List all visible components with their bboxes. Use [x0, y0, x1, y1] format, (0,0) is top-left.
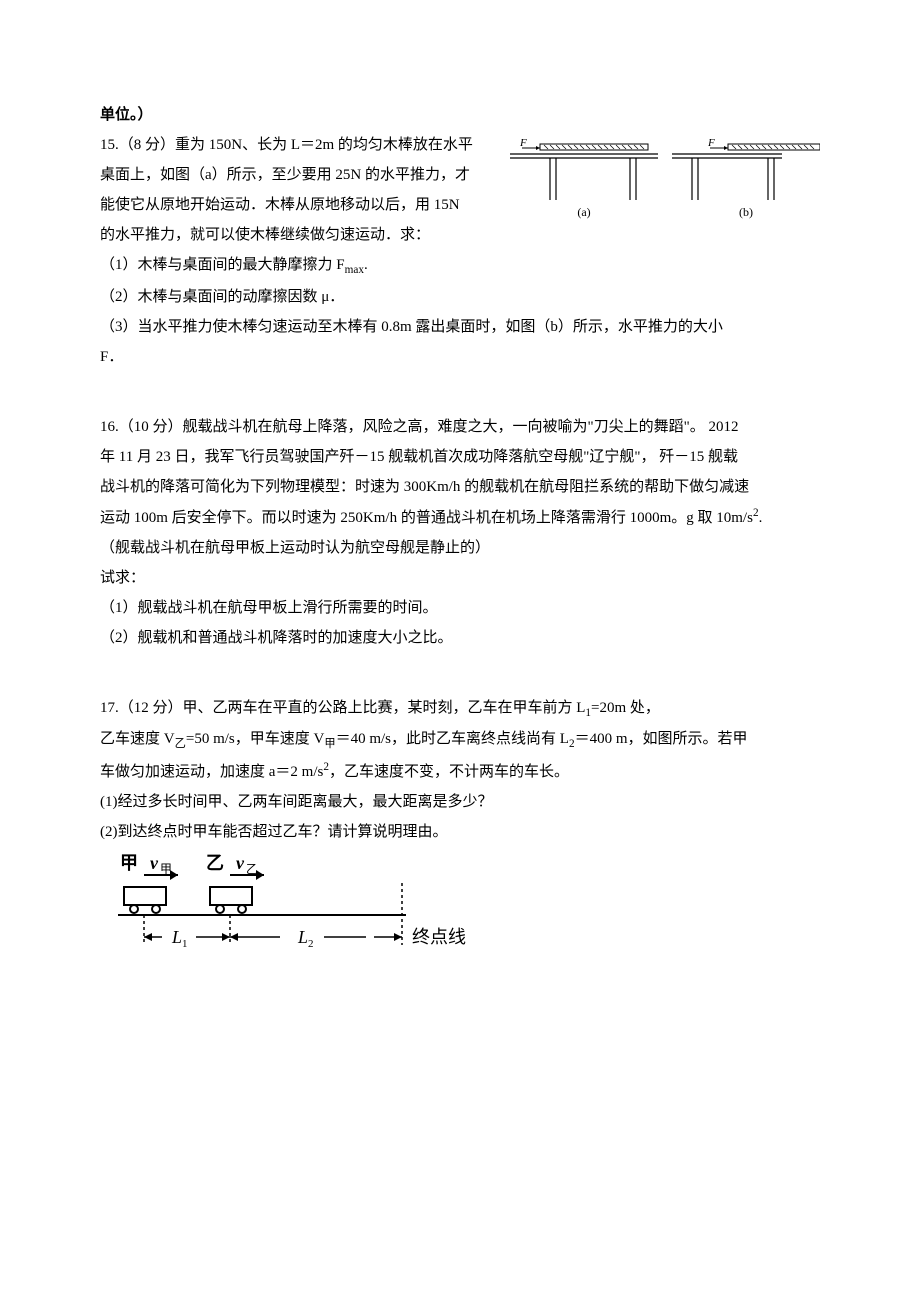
svg-text:L: L: [297, 927, 308, 947]
q17-sub1: (1)经过多长时间甲、乙两车间距离最大，最大距离是多少？: [100, 787, 820, 817]
q17-l2-c: =50 m/s，甲车速度 V: [186, 731, 324, 747]
svg-text:2: 2: [308, 938, 314, 950]
q15-figure-a: F: [510, 136, 658, 224]
diagram-table-b: F: [672, 136, 820, 200]
svg-text:v: v: [236, 853, 245, 873]
q17-l2-g: ＝400 m，如图所示。若甲: [575, 731, 748, 747]
q15-figures: F: [510, 136, 820, 224]
force-label-b: F: [707, 137, 715, 149]
fig-a-label: (a): [577, 200, 590, 224]
q16-sub1: （1）舰载战斗机在航母甲板上滑行所需要的时间。: [100, 593, 820, 623]
q17-l3: 车做匀加速运动，加速度 a＝2 m/s2，乙车速度不变，不计两车的车长。: [100, 756, 820, 787]
q17-l2: 乙车速度 V乙=50 m/s，甲车速度 V甲＝40 m/s，此时乙车离终点线尚有…: [100, 724, 820, 756]
q16-l4-text: 运动 100m 后安全停下。而以时速为 250Km/h 的普通战斗机在机场上降落…: [100, 510, 753, 526]
q15-sub1-subscript: max: [345, 264, 364, 276]
q16-l4-tail: .: [759, 510, 763, 526]
q15-sub-3a: （3）当水平推力使木棒匀速运动至木棒有 0.8m 露出桌面时，如图（b）所示，水…: [100, 312, 820, 342]
q17-l2-e: ＝40 m/s，此时乙车离终点线尚有 L: [336, 731, 569, 747]
force-label-a: F: [519, 137, 527, 149]
q16-l1: 16.（10 分）舰载战斗机在航母上降落，风险之高，难度之大，一向被喻为"刀尖上…: [100, 412, 820, 442]
q16-l5: （舰载战斗机在航母甲板上运动时认为航空母舰是静止的）: [100, 533, 820, 563]
q17-l2-sub2: 甲: [324, 738, 335, 750]
q15-sub1-text: （1）木棒与桌面间的最大静摩擦力 F: [100, 257, 345, 273]
q16-l2: 年 11 月 23 日，我军飞行员驾驶国产歼－15 舰载机首次成功降落航空母舰"…: [100, 442, 820, 472]
q17-l1: 17.（12 分）甲、乙两车在平直的公路上比赛，某时刻，乙车在甲车前方 L1=2…: [100, 693, 820, 725]
units-header: 单位。）: [100, 100, 820, 130]
q15-figure-b: F (b): [672, 136, 820, 224]
svg-text:L: L: [171, 927, 182, 947]
question-17: 17.（12 分）甲、乙两车在平直的公路上比赛，某时刻，乙车在甲车前方 L 1 =2…: [100, 693, 820, 974]
q17-l2-a: 乙车速度 V: [100, 731, 175, 747]
q16-l4: 运动 100m 后安全停下。而以时速为 250Km/h 的普通战斗机在机场上降落…: [100, 502, 820, 533]
q15-sub-3b: F．: [100, 342, 820, 372]
q17-l1-a: 17.（12 分）甲、乙两车在平直的公路上比赛，某时刻，乙车在甲车前方 L: [100, 700, 585, 716]
q16-l3: 战斗机的降落可简化为下列物理模型：时速为 300Km/h 的舰载机在航母阻拦系统…: [100, 472, 820, 502]
q17-l3-a: 车做匀加速运动，加速度 a＝2 m/s: [100, 764, 323, 780]
race-diagram: 甲 v 甲 乙 v 乙: [110, 853, 480, 963]
svg-text:1: 1: [182, 938, 188, 950]
q16-sub2: （2）舰载机和普通战斗机降落时的加速度大小之比。: [100, 623, 820, 653]
q17-figure: 甲 v 甲 乙 v 乙: [110, 853, 820, 974]
q17-l1-c: =20m 处，: [591, 700, 660, 716]
svg-text:终点线: 终点线: [412, 927, 466, 947]
q15-sub-2: （2）木棒与桌面间的动摩擦因数 μ．: [100, 282, 820, 312]
q17-l2-sub1: 乙: [175, 738, 186, 750]
diagram-table-a: F: [510, 136, 658, 200]
q15-sub1-tail: .: [364, 257, 368, 273]
svg-text:乙: 乙: [206, 853, 224, 873]
q15-line-4: 的水平推力，就可以使木棒继续做匀速运动．求：: [100, 220, 820, 250]
question-16: 16.（10 分）舰载战斗机在航母上降落，风险之高，难度之大，一向被喻为"刀尖上…: [100, 412, 820, 653]
q15-sub-1: （1）木棒与桌面间的最大静摩擦力 Fmax.: [100, 250, 820, 282]
fig-b-label: (b): [739, 200, 753, 224]
q17-l3-c: ，乙车速度不变，不计两车的车长。: [329, 764, 569, 780]
q17-sub2: (2)到达终点时甲车能否超过乙车？请计算说明理由。: [100, 817, 820, 847]
svg-text:v: v: [150, 853, 159, 873]
question-15: F: [100, 130, 820, 372]
svg-text:甲: 甲: [120, 853, 138, 873]
q16-l6: 试求：: [100, 563, 820, 593]
